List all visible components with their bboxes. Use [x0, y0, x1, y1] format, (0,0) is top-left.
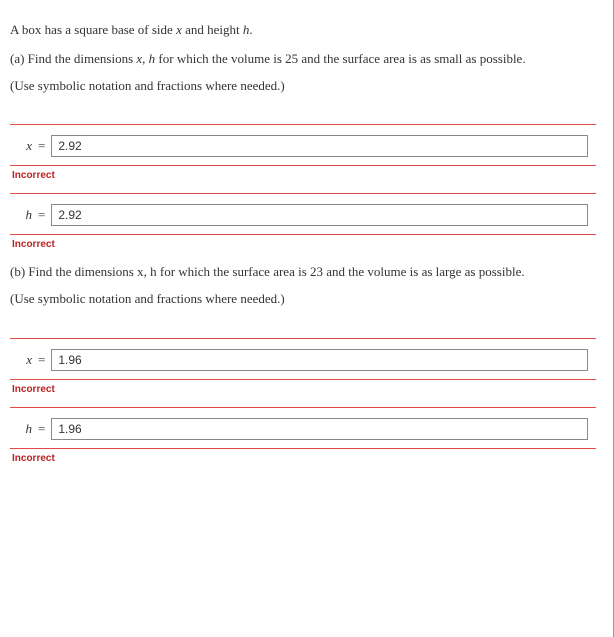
part-b-h-box: h =: [10, 407, 596, 449]
pb-x-label: x: [18, 352, 32, 368]
intro-text: A box has a square base of side x and he…: [10, 20, 596, 41]
pa-h-label: h: [18, 207, 32, 223]
pa-x-eq: =: [38, 138, 45, 154]
part-a-prompt: (a) Find the dimensions x, h for which t…: [10, 49, 596, 70]
intro-mid: and height: [182, 22, 243, 37]
pb-post: for which the surface area is 23 and the…: [157, 264, 525, 279]
part-a-h-box: h =: [10, 193, 596, 235]
pb-h-label: h: [18, 421, 32, 437]
part-a-x-box: x =: [10, 124, 596, 166]
part-a-h-feedback: Incorrect: [12, 239, 596, 250]
pa-x-label: x: [18, 138, 32, 154]
part-a-instruction: (Use symbolic notation and fractions whe…: [10, 76, 596, 97]
pb-x-eq: =: [38, 352, 45, 368]
part-b-x-input[interactable]: [51, 349, 588, 371]
part-b-x-box: x =: [10, 338, 596, 380]
part-b-instruction: (Use symbolic notation and fractions whe…: [10, 289, 596, 310]
intro-post: .: [249, 22, 252, 37]
part-a-h-input[interactable]: [51, 204, 588, 226]
part-b-x-feedback: Incorrect: [12, 384, 596, 395]
pa-post: for which the volume is 25 and the surfa…: [155, 51, 525, 66]
part-b-h-feedback: Incorrect: [12, 453, 596, 464]
pb-h-eq: =: [38, 421, 45, 437]
pa-h-eq: =: [38, 207, 45, 223]
pb-pre: (b) Find the dimensions: [10, 264, 137, 279]
part-b-prompt: (b) Find the dimensions x, h for which t…: [10, 262, 596, 283]
pa-pre: (a) Find the dimensions: [10, 51, 136, 66]
intro-pre: A box has a square base of side: [10, 22, 176, 37]
part-a-x-feedback: Incorrect: [12, 170, 596, 181]
part-a-x-input[interactable]: [51, 135, 588, 157]
part-b-h-input[interactable]: [51, 418, 588, 440]
